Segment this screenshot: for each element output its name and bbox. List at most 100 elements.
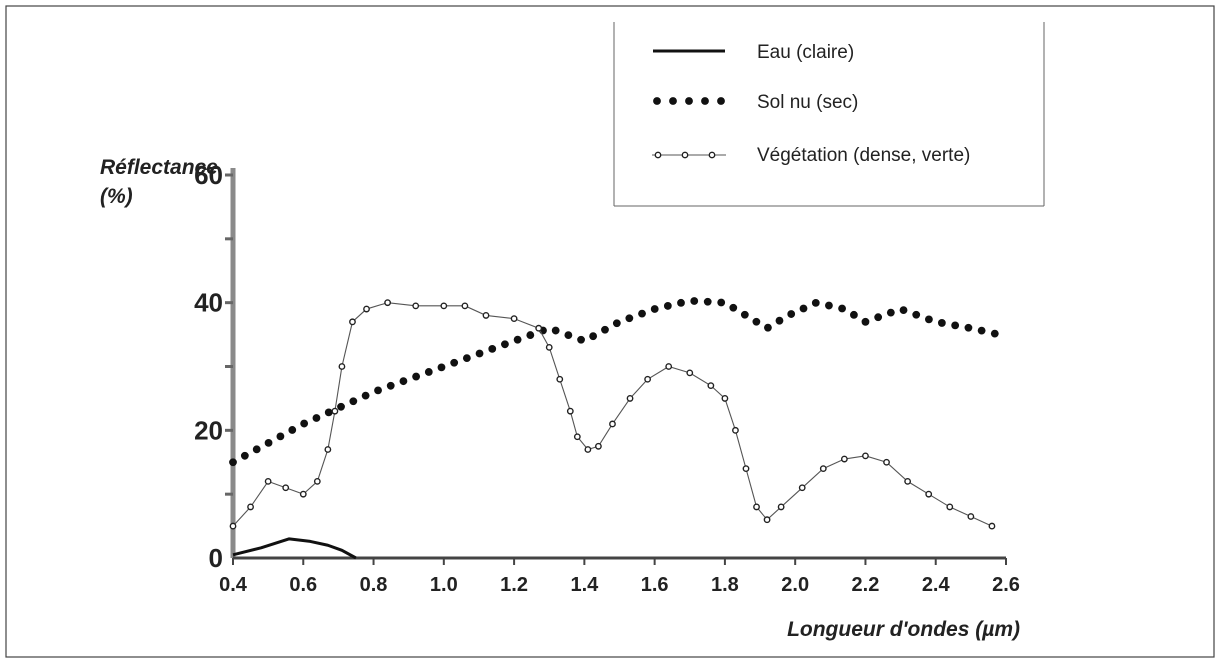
sol-nu-dot xyxy=(874,313,883,322)
sol-nu-dot xyxy=(886,308,895,317)
x-tick-marks xyxy=(232,558,1007,565)
sol-nu-dot xyxy=(337,402,345,411)
vegetation-point xyxy=(967,513,975,520)
legend-label-eau: Eau (claire) xyxy=(757,42,854,63)
sol-nu-dot xyxy=(288,426,297,434)
chart-frame xyxy=(5,5,1215,658)
x-tick-label: 2.6 xyxy=(992,574,1020,596)
vegetation-point xyxy=(535,324,543,332)
sol-nu-dot xyxy=(361,391,370,400)
x-tick-label: 0.4 xyxy=(219,574,248,596)
vegetation-point xyxy=(282,484,290,492)
sol-nu-dot xyxy=(374,386,382,395)
y-tick-label: 40 xyxy=(194,288,223,318)
vegetation-point xyxy=(584,446,592,453)
sol-nu-dot xyxy=(450,358,459,367)
sol-nu-dot xyxy=(625,314,634,323)
vegetation-point xyxy=(721,395,729,402)
sol-nu-dot xyxy=(764,323,772,332)
sol-nu-dot xyxy=(300,419,309,428)
vegetation-point xyxy=(384,299,391,307)
sol-nu-dot xyxy=(324,408,333,417)
vegetation-point xyxy=(609,420,616,428)
series-eau-line xyxy=(232,537,357,560)
sol-nu-dot xyxy=(740,310,749,319)
x-tick-label: 0.6 xyxy=(289,574,317,596)
sol-nu-dot xyxy=(551,326,560,335)
vegetation-point xyxy=(264,477,272,485)
legend-label-sol: Sol nu (sec) xyxy=(757,92,858,113)
vegetation-point xyxy=(412,302,420,310)
vegetation-point xyxy=(644,375,652,383)
sol-nu-dot xyxy=(462,354,471,363)
legend-vegetation-point xyxy=(708,151,716,159)
sol-nu-dot xyxy=(964,323,973,332)
sol-nu-dot xyxy=(861,317,870,326)
vegetation-point xyxy=(840,455,848,463)
sol-nu-dot xyxy=(799,304,808,313)
sol-nu-dot xyxy=(775,316,784,325)
y-tick-label: 20 xyxy=(194,415,223,445)
y-tick-label: 60 xyxy=(194,160,223,190)
vegetation-point xyxy=(324,446,332,453)
x-tick-label: 1.6 xyxy=(641,574,669,596)
sol-nu-dot xyxy=(990,329,999,338)
x-tick-label: 1.2 xyxy=(500,574,528,596)
vegetation-point xyxy=(763,516,771,524)
sol-nu-dot xyxy=(424,368,433,376)
x-tick-label: 1.0 xyxy=(430,574,458,596)
sol-nu-dot xyxy=(717,298,726,307)
sol-nu-dot xyxy=(937,319,946,327)
sol-nu-dot xyxy=(386,381,395,390)
sol-nu-dot xyxy=(412,372,421,381)
sol-nu-dot xyxy=(276,432,285,441)
sol-nu-dot xyxy=(349,397,358,406)
vegetation-point xyxy=(510,315,518,323)
sol-nu-dot xyxy=(240,451,249,460)
vegetation-point xyxy=(798,484,806,492)
legend-sol-dot xyxy=(669,97,677,105)
sol-nu-dot xyxy=(638,309,646,318)
sol-nu-dot xyxy=(752,317,761,326)
sol-nu-dot xyxy=(729,303,738,312)
sol-nu-dot xyxy=(612,319,621,328)
x-tick-label: 2.0 xyxy=(781,574,809,596)
sol-nu-dot xyxy=(838,304,846,313)
y-axis-label-line2: (%) xyxy=(100,185,133,208)
vegetation-point xyxy=(665,363,673,370)
legend-sol-dot xyxy=(653,97,661,105)
vegetation-point xyxy=(946,503,954,511)
vegetation-point xyxy=(440,302,448,310)
vegetation-point xyxy=(299,490,307,498)
sol-nu-dot xyxy=(977,326,986,335)
y-tick-labels: 0 20 40 60 xyxy=(194,160,223,573)
series-layer xyxy=(229,297,999,560)
sol-nu-dot xyxy=(899,306,908,315)
vegetation-point xyxy=(331,407,339,415)
sol-nu-dot xyxy=(577,335,585,344)
vegetation-point xyxy=(461,302,469,310)
vegetation-point xyxy=(313,477,321,485)
sol-nu-dot xyxy=(787,310,796,318)
sol-nu-dot xyxy=(264,438,273,447)
vegetation-point xyxy=(819,465,827,473)
sol-nu-dot xyxy=(501,340,509,349)
legend-swatches xyxy=(652,49,726,159)
legend-swatch-sol xyxy=(653,97,725,105)
sol-nu-dot xyxy=(663,302,672,310)
vegetation-point xyxy=(732,426,739,434)
sol-nu-dot xyxy=(912,310,921,319)
vegetation-point xyxy=(363,305,370,313)
sol-nu-dot xyxy=(564,331,573,340)
vegetation-point xyxy=(229,522,237,530)
sol-nu-dot xyxy=(601,325,609,334)
vegetation-point xyxy=(686,369,694,377)
sol-nu-dot xyxy=(825,301,833,310)
vegetation-point xyxy=(349,318,356,326)
vegetation-point xyxy=(988,522,996,530)
vegetation-point xyxy=(482,312,490,319)
vegetation-point xyxy=(904,477,912,485)
vegetation-point xyxy=(862,452,869,460)
x-tick-label: 0.8 xyxy=(360,574,388,596)
